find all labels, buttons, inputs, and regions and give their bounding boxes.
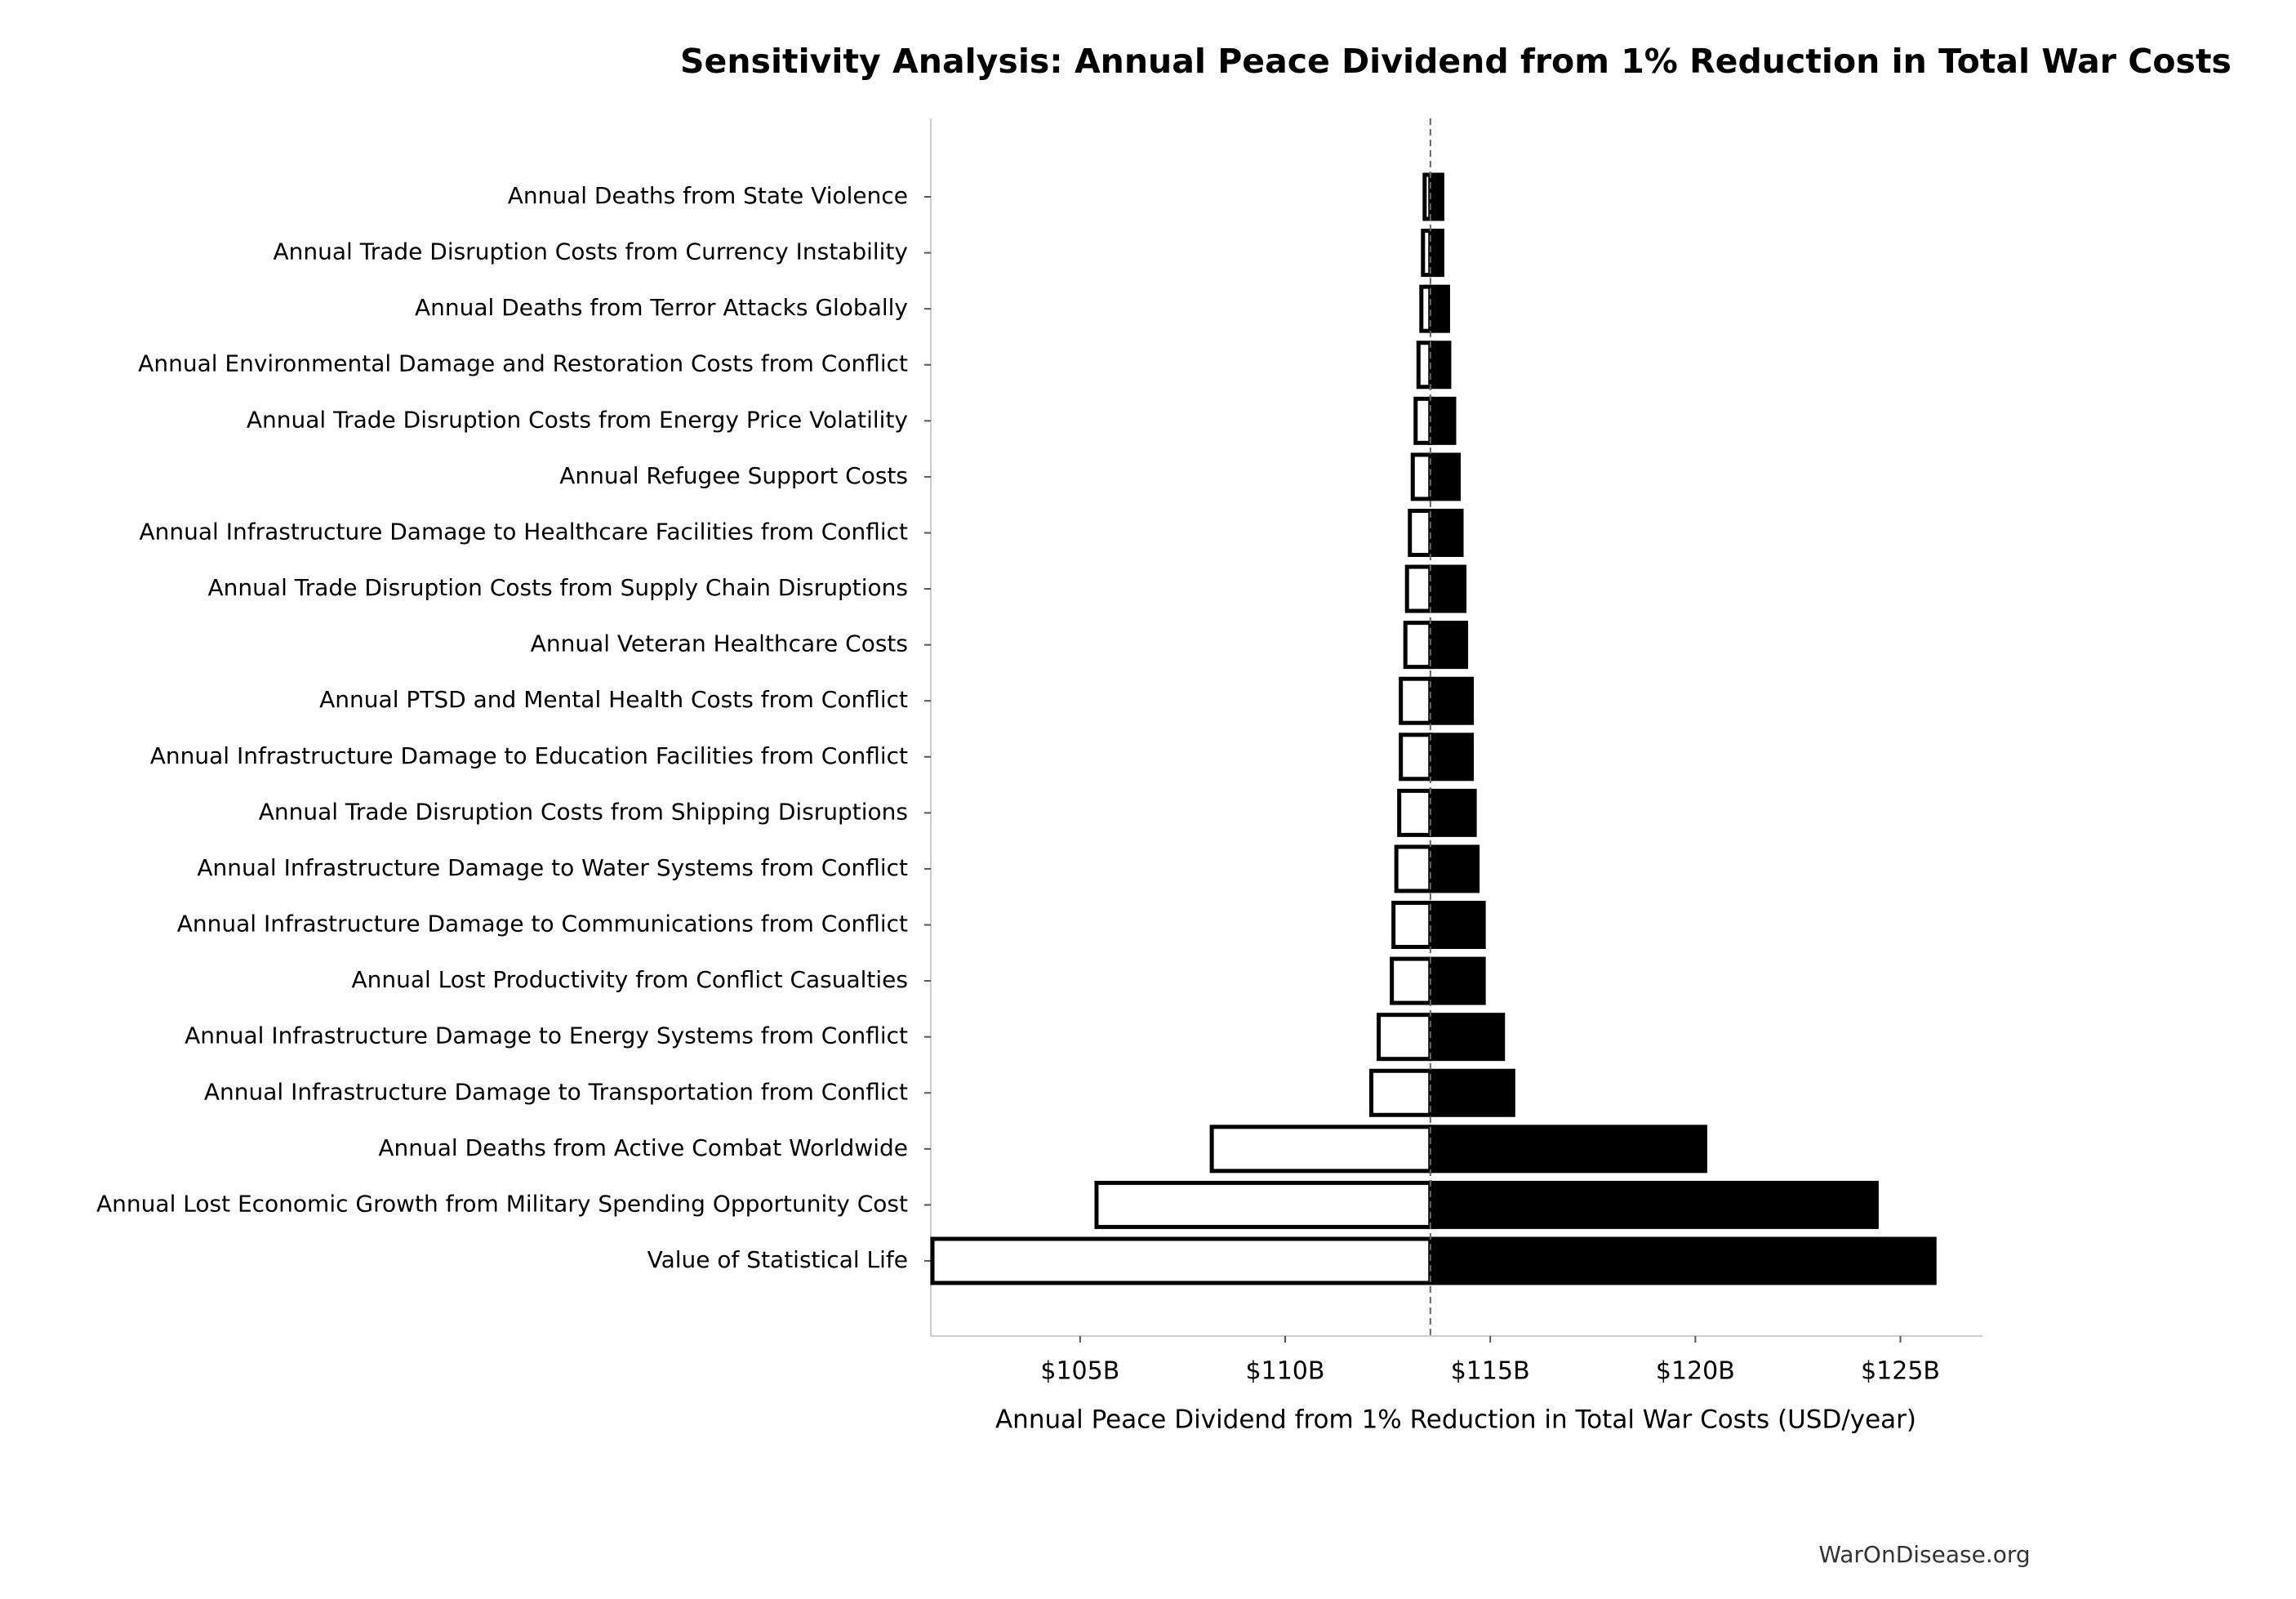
y-tick-label: Annual Infrastructure Damage to Water Sy… (197, 854, 908, 881)
low-bar (1410, 452, 1433, 501)
high-bar (1428, 284, 1450, 333)
x-tick-label: $120B (1656, 1357, 1735, 1386)
high-bar (1428, 901, 1486, 950)
low-bar (1391, 901, 1433, 950)
low-bar (1399, 733, 1433, 782)
y-tick-label: Annual Deaths from State Violence (508, 182, 908, 209)
high-bar (1428, 1125, 1707, 1174)
x-tick-label: $125B (1861, 1357, 1940, 1386)
high-bar (1428, 1180, 1879, 1229)
y-tick-label: Annual Trade Disruption Costs from Curre… (273, 238, 908, 265)
high-bar (1428, 788, 1477, 837)
high-bar (1428, 1013, 1506, 1062)
y-tick-label: Annual Infrastructure Damage to Transpor… (204, 1078, 908, 1105)
high-bar (1428, 452, 1462, 501)
high-bar (1428, 396, 1457, 445)
y-tick-label: Annual Lost Productivity from Conflict C… (351, 966, 908, 993)
y-tick-label: Annual Trade Disruption Costs from Shipp… (259, 798, 908, 825)
high-bar (1428, 1236, 1937, 1285)
y-tick-label: Annual Deaths from Active Combat Worldwi… (378, 1134, 908, 1161)
low-bar (1390, 956, 1433, 1005)
low-bar (1413, 396, 1433, 445)
y-tick-label: Annual Trade Disruption Costs from Energ… (247, 406, 908, 433)
chart-title: Sensitivity Analysis: Annual Peace Divid… (680, 42, 2231, 81)
low-bar (1094, 1180, 1433, 1229)
high-bar (1428, 956, 1486, 1005)
y-tick-label: Annual PTSD and Mental Health Costs from… (319, 686, 908, 713)
low-bar (930, 1236, 1433, 1285)
low-bar (1408, 508, 1433, 557)
y-tick-label: Annual Refugee Support Costs (559, 462, 908, 489)
source-credit: WarOnDisease.org (1818, 1541, 2030, 1568)
high-bar (1428, 341, 1452, 390)
y-tick-label: Annual Environmental Damage and Restorat… (138, 350, 908, 377)
high-bar (1428, 621, 1469, 670)
low-bar (1397, 788, 1433, 837)
y-tick-label: Annual Infrastructure Damage to Energy S… (185, 1022, 908, 1049)
y-tick-label: Annual Infrastructure Damage to Educatio… (150, 742, 908, 769)
low-bar (1369, 1068, 1433, 1117)
low-bar (1209, 1125, 1433, 1174)
high-bar (1428, 733, 1475, 782)
high-bar (1428, 172, 1444, 221)
x-tick-label: $105B (1040, 1357, 1119, 1386)
high-bar (1428, 564, 1467, 613)
y-tick-label: Annual Trade Disruption Costs from Suppl… (208, 574, 908, 601)
y-tick-label: Annual Lost Economic Growth from Militar… (96, 1190, 908, 1217)
high-bar (1428, 229, 1444, 278)
low-bar (1377, 1013, 1433, 1062)
y-tick-label: Annual Veteran Healthcare Costs (531, 630, 908, 657)
x-tick-label: $115B (1451, 1357, 1530, 1386)
high-bar (1428, 676, 1475, 725)
high-bar (1428, 508, 1464, 557)
y-tick-label: Annual Infrastructure Damage to Communic… (177, 911, 908, 938)
high-bar (1428, 844, 1480, 893)
low-bar (1403, 621, 1433, 670)
x-axis-label: Annual Peace Dividend from 1% Reduction … (995, 1405, 1916, 1435)
y-tick-label: Value of Statistical Life (647, 1246, 908, 1273)
x-tick-label: $110B (1246, 1357, 1325, 1386)
y-tick-label: Annual Infrastructure Damage to Healthca… (140, 518, 909, 545)
low-bar (1394, 844, 1433, 893)
low-bar (1404, 564, 1433, 613)
y-tick-label: Annual Deaths from Terror Attacks Global… (415, 294, 908, 321)
high-bar (1428, 1068, 1515, 1117)
low-bar (1399, 676, 1433, 725)
